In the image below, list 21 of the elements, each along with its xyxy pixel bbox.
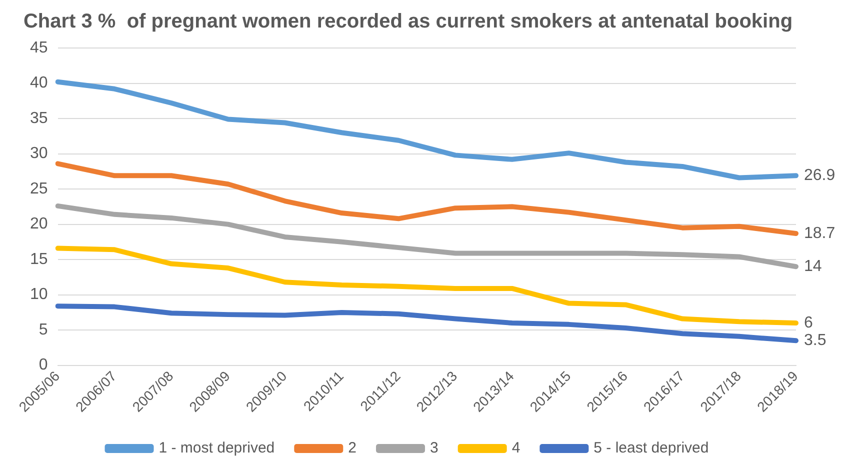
- y-tick-label: 20: [30, 216, 48, 233]
- y-tick-label: 45: [30, 39, 48, 56]
- chart-title: Chart 3 % of pregnant women recorded as current smokers at antenatal booking: [23, 10, 793, 33]
- data-label: 6: [804, 314, 813, 332]
- legend-label: 2: [348, 440, 356, 457]
- legend-label: 1 - most deprived: [158, 440, 275, 457]
- data-label: 3.5: [804, 332, 826, 350]
- legend-label: 4: [512, 440, 520, 457]
- y-tick-label: 35: [30, 110, 48, 127]
- y-tick-label: 30: [30, 145, 48, 162]
- data-label: 18.7: [804, 224, 836, 242]
- data-label: 26.9: [804, 167, 836, 184]
- y-tick-label: 0: [38, 356, 48, 374]
- legend-label: 5 - least deprived: [594, 440, 709, 457]
- data-label: 14: [804, 258, 822, 276]
- y-tick-label: 15: [30, 250, 48, 268]
- legend-label: 3: [430, 440, 438, 457]
- y-tick-label: 40: [30, 74, 48, 92]
- y-tick-label: 10: [30, 286, 48, 304]
- y-tick-label: 5: [38, 321, 48, 338]
- y-tick-label: 25: [30, 180, 48, 198]
